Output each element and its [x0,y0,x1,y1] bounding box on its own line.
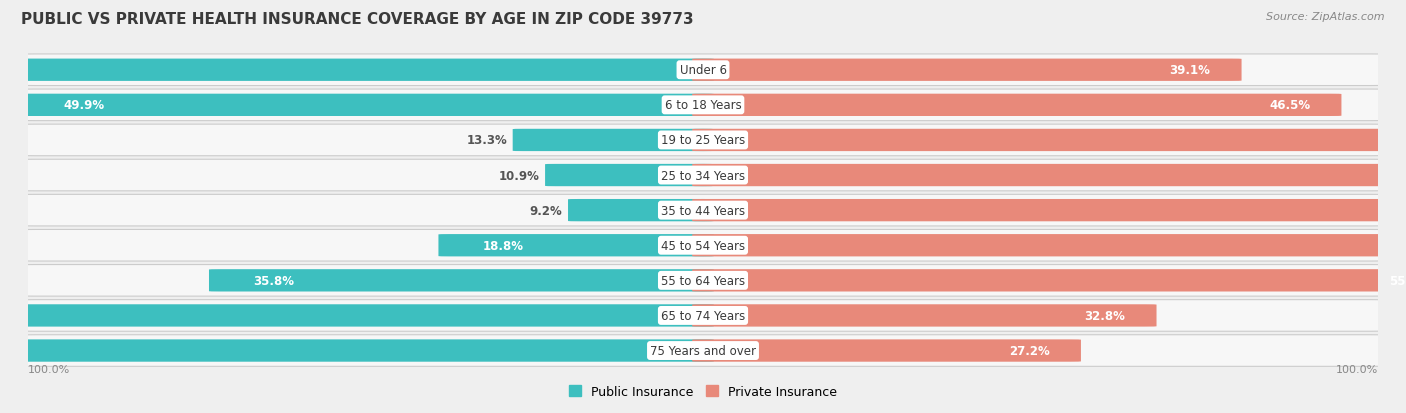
FancyBboxPatch shape [21,230,1385,261]
Text: 35.8%: 35.8% [253,274,294,287]
FancyBboxPatch shape [692,199,1406,222]
FancyBboxPatch shape [21,195,1385,226]
FancyBboxPatch shape [21,55,1385,86]
Text: 39.1%: 39.1% [1170,64,1211,77]
FancyBboxPatch shape [21,125,1385,157]
Text: 55 to 64 Years: 55 to 64 Years [661,274,745,287]
Text: 45 to 54 Years: 45 to 54 Years [661,239,745,252]
Text: 55.4%: 55.4% [1389,274,1406,287]
Text: 32.8%: 32.8% [1084,309,1125,322]
FancyBboxPatch shape [692,339,1081,362]
Text: PUBLIC VS PRIVATE HEALTH INSURANCE COVERAGE BY AGE IN ZIP CODE 39773: PUBLIC VS PRIVATE HEALTH INSURANCE COVER… [21,12,693,27]
Text: 100.0%: 100.0% [28,364,70,374]
FancyBboxPatch shape [0,59,714,82]
FancyBboxPatch shape [209,270,714,292]
FancyBboxPatch shape [21,300,1385,331]
FancyBboxPatch shape [568,199,714,222]
Text: 35 to 44 Years: 35 to 44 Years [661,204,745,217]
Text: 13.3%: 13.3% [467,134,508,147]
FancyBboxPatch shape [692,164,1406,187]
FancyBboxPatch shape [692,235,1406,257]
FancyBboxPatch shape [0,304,714,327]
FancyBboxPatch shape [439,235,714,257]
FancyBboxPatch shape [692,129,1406,152]
Text: Under 6: Under 6 [679,64,727,77]
Text: 19 to 25 Years: 19 to 25 Years [661,134,745,147]
FancyBboxPatch shape [21,265,1385,297]
FancyBboxPatch shape [21,335,1385,366]
Text: 6 to 18 Years: 6 to 18 Years [665,99,741,112]
Text: 27.2%: 27.2% [1010,344,1050,357]
FancyBboxPatch shape [692,95,1341,117]
FancyBboxPatch shape [21,160,1385,191]
Text: 10.9%: 10.9% [499,169,540,182]
FancyBboxPatch shape [21,90,1385,121]
Text: 100.0%: 100.0% [1336,364,1378,374]
Text: 18.8%: 18.8% [484,239,524,252]
Legend: Public Insurance, Private Insurance: Public Insurance, Private Insurance [568,385,838,398]
FancyBboxPatch shape [692,59,1241,82]
FancyBboxPatch shape [692,304,1157,327]
FancyBboxPatch shape [513,129,714,152]
FancyBboxPatch shape [0,339,714,362]
FancyBboxPatch shape [692,270,1406,292]
Text: 25 to 34 Years: 25 to 34 Years [661,169,745,182]
Text: 65 to 74 Years: 65 to 74 Years [661,309,745,322]
FancyBboxPatch shape [546,164,714,187]
Text: 49.9%: 49.9% [63,99,104,112]
Text: 46.5%: 46.5% [1270,99,1310,112]
Text: 75 Years and over: 75 Years and over [650,344,756,357]
Text: Source: ZipAtlas.com: Source: ZipAtlas.com [1267,12,1385,22]
Text: 9.2%: 9.2% [530,204,562,217]
FancyBboxPatch shape [18,95,714,117]
